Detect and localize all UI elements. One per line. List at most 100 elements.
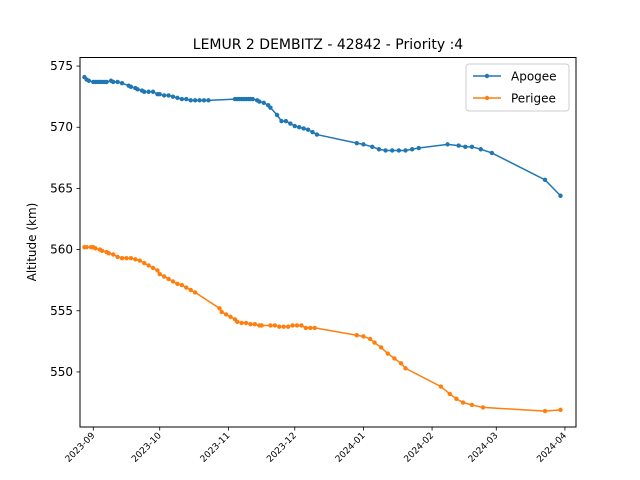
perigee-data-point: [115, 254, 120, 260]
apogee-data-point: [301, 126, 306, 131]
perigee-data-point: [367, 336, 373, 342]
apogee-data-point: [257, 99, 262, 104]
apogee-data-point: [390, 148, 395, 153]
perigee-data-point: [99, 248, 105, 254]
apogee-data-point: [274, 112, 280, 118]
perigee-data-point: [248, 322, 253, 327]
apogee-data-point: [279, 118, 284, 124]
apogee-data-point: [150, 89, 156, 94]
apogee-data-point: [416, 145, 421, 151]
perigee-data-point: [217, 306, 222, 311]
apogee-data-point: [135, 87, 140, 92]
perigee-data-point: [166, 276, 171, 282]
x-axis: 2023-09 2023-10 2023-11 2023-12 2024-01 2024-…: [64, 427, 569, 465]
apogee-data-point: [157, 92, 162, 97]
perigee-data-point: [170, 279, 176, 284]
perigee-data-point: [155, 268, 160, 273]
perigee-data-point: [299, 323, 304, 328]
perigee-data-point: [372, 340, 377, 345]
x-tick-label: 2024-04: [535, 431, 569, 465]
apogee-data-point: [542, 177, 548, 183]
apogee-data-point: [86, 78, 92, 83]
perigee-data-point: [542, 408, 548, 414]
perigee-data-point: [137, 258, 142, 263]
plot-layer: [82, 74, 563, 414]
apogee-data-point: [192, 98, 198, 103]
plot-frame: [79, 57, 577, 428]
perigee-data-point: [93, 246, 98, 251]
perigee-data-point: [277, 324, 282, 329]
apogee-data-point: [250, 96, 255, 102]
perigee-data-point: [392, 356, 397, 361]
perigee-data-point: [184, 285, 189, 290]
perigee-data-point: [558, 407, 563, 413]
perigee-data-point: [460, 400, 466, 405]
apogee-data-point: [115, 79, 120, 85]
perigee-data-point: [133, 257, 138, 262]
apogee-data-point: [119, 80, 125, 86]
perigee-data-point: [192, 290, 198, 295]
chart-title: LEMUR 2 DEMBITZ - 42842 - Priority :4: [193, 37, 464, 53]
perigee-data-point: [106, 251, 111, 256]
perigee-data-point: [179, 282, 185, 288]
perigee-data-point: [239, 320, 244, 326]
x-tick-label: 2024-03: [467, 431, 501, 465]
apogee-data-point: [288, 121, 293, 126]
perigee-data-point: [438, 384, 444, 389]
legend: Apogee Perigee: [465, 63, 570, 112]
perigee-data-point: [84, 244, 89, 250]
apogee-data-point: [170, 94, 176, 99]
apogee-data-point: [206, 98, 211, 103]
apogee-data-point: [166, 93, 171, 98]
apogee-data-point: [261, 100, 266, 105]
apogee-data-point: [292, 123, 297, 129]
apogee-data-point: [104, 79, 109, 85]
apogee-data-point: [201, 98, 207, 103]
perigee-data-point: [146, 263, 151, 268]
apogee-data-point: [310, 129, 315, 135]
perigee-data-point: [219, 309, 224, 315]
apogee-data-point: [179, 96, 185, 102]
apogee-data-point: [111, 79, 116, 85]
perigee-data-point: [243, 320, 249, 326]
perigee-data-point: [175, 281, 180, 287]
y-axis: 550 555 560 565 570 575: [50, 59, 80, 379]
perigee-data-point: [228, 314, 233, 320]
perigee-data-point: [469, 402, 475, 408]
y-axis-label: Altitude (km): [25, 203, 39, 282]
apogee-data-point: [283, 118, 289, 124]
apogee-data-point: [361, 142, 366, 147]
perigee-data-point: [308, 325, 313, 331]
perigee-data-point: [294, 323, 300, 328]
apogee-data-point: [314, 132, 320, 137]
apogee-data-point: [370, 144, 375, 150]
legend-perigee-marker: [484, 95, 490, 101]
apogee-data-point: [403, 148, 408, 153]
apogee-data-point: [409, 147, 415, 152]
apogee-data-point: [197, 98, 202, 103]
y-tick-label: 575: [50, 59, 73, 73]
x-tick-label: 2024-02: [403, 431, 437, 465]
perigee-data-point: [142, 260, 147, 266]
perigee-data-point: [124, 255, 129, 261]
apogee-data-point: [478, 147, 483, 152]
perigee-data-point: [235, 319, 240, 324]
apogee-data-point: [305, 127, 311, 132]
apogee-data-point: [354, 140, 359, 146]
perigee-data-point: [157, 271, 162, 277]
x-tick-label: 2024-01: [334, 431, 368, 465]
apogee-data-point: [469, 144, 475, 150]
perigee-data-point: [252, 322, 258, 327]
apogee-data-point: [184, 96, 189, 102]
y-tick-label: 560: [50, 243, 73, 257]
perigee-data-point: [281, 324, 286, 329]
perigee-data-point: [128, 255, 134, 261]
perigee-data-point: [111, 252, 116, 257]
apogee-data-point: [175, 95, 180, 101]
perigee-data-point: [119, 255, 125, 261]
legend-apogee-label: Apogee: [511, 70, 557, 84]
perigee-data-point: [354, 333, 359, 338]
perigee-data-point: [385, 351, 390, 356]
apogee-data-point: [128, 84, 134, 90]
